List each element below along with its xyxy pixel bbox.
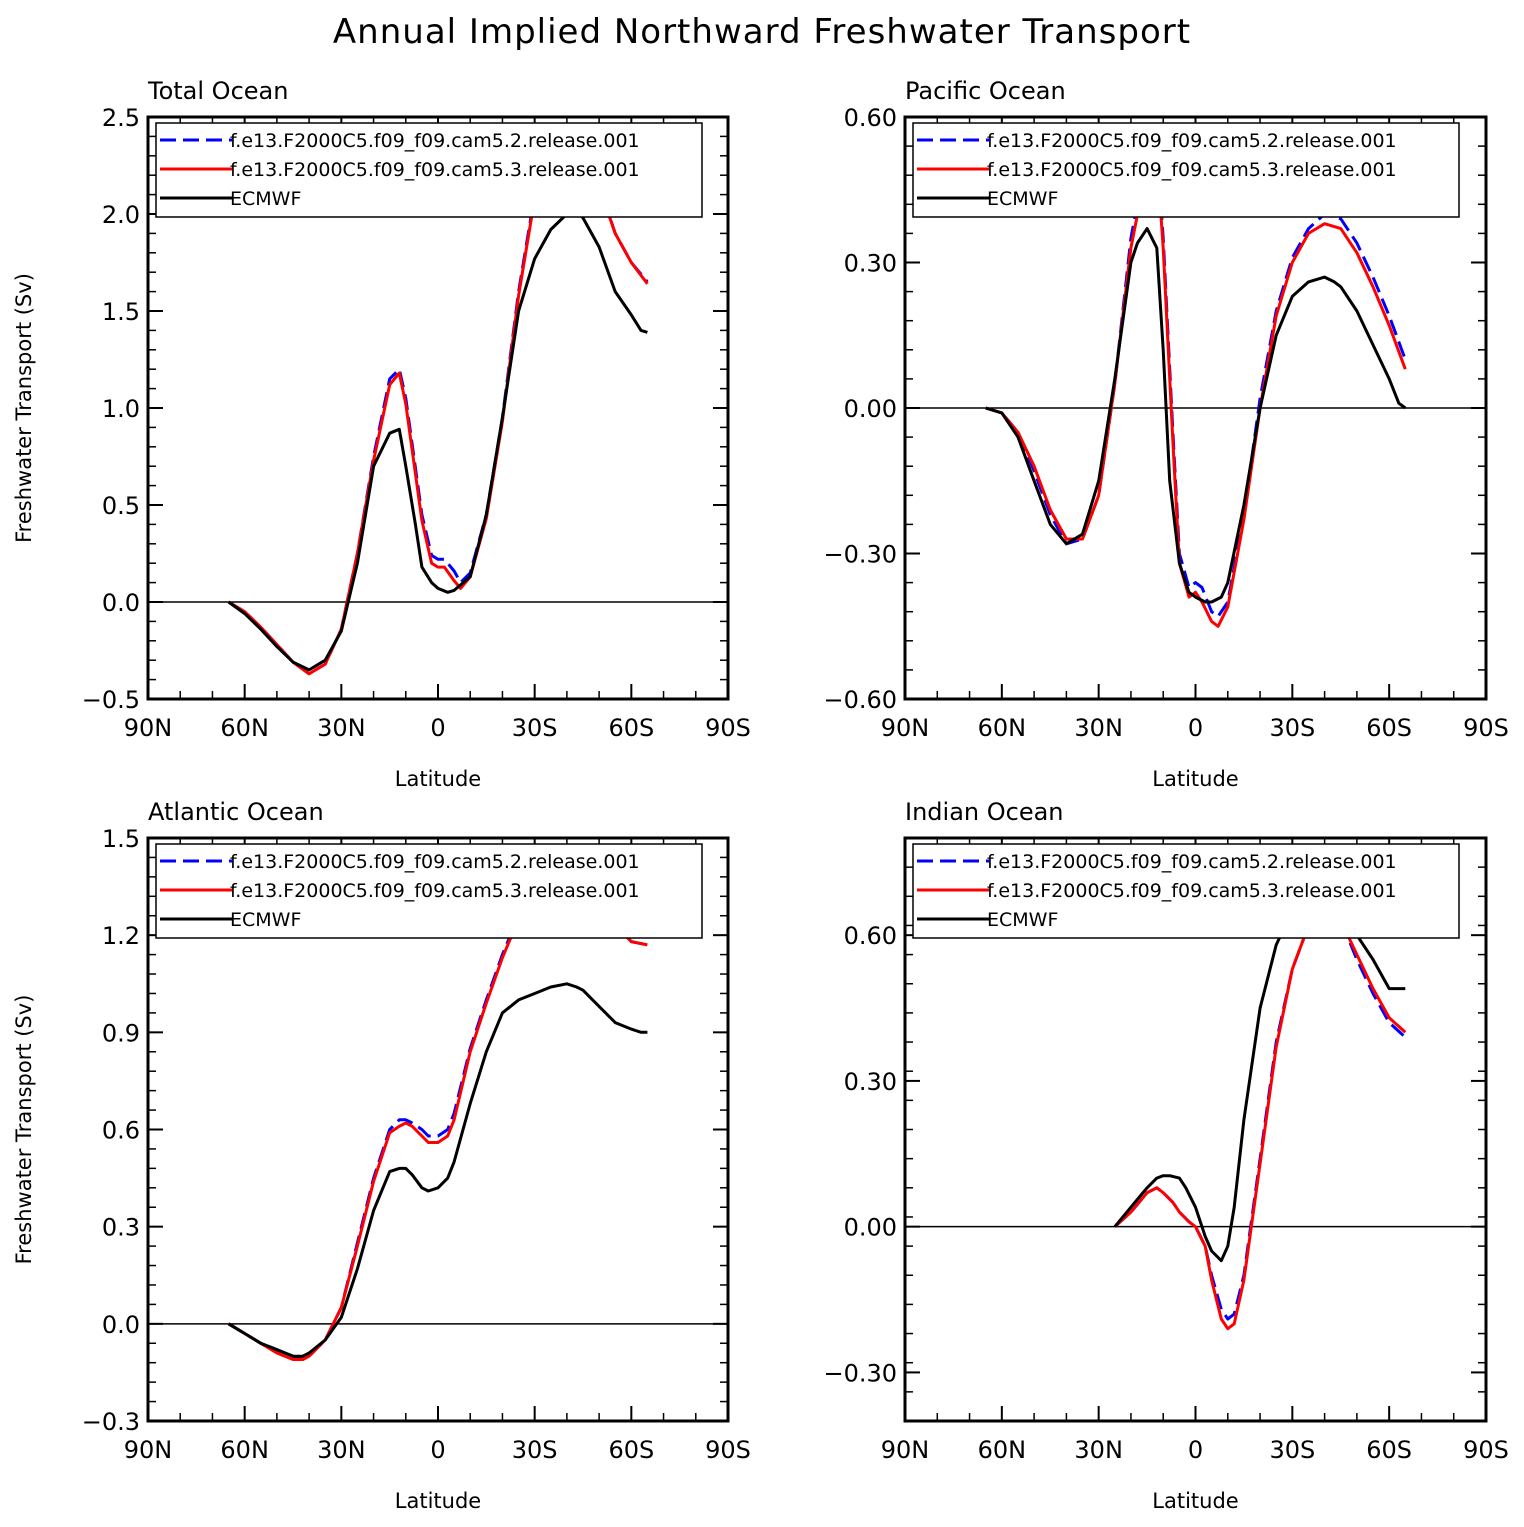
series-line-0 — [227, 129, 649, 676]
panel-title: Pacific Ocean — [905, 77, 1066, 105]
y-tick-label: 1.0 — [102, 395, 140, 423]
y-tick-label: 0.9 — [102, 1019, 140, 1047]
legend-box — [912, 843, 1460, 939]
x-tick-label: 30N — [1074, 1436, 1123, 1464]
y-tick-label: 0.5 — [102, 492, 140, 520]
x-tick-label: 60N — [978, 1436, 1027, 1464]
y-tick-label: 0.00 — [844, 1214, 897, 1242]
y-tick-label: 0.60 — [844, 104, 897, 132]
x-tick-label: 90S — [1463, 714, 1509, 742]
y-tick-label: −0.30 — [823, 541, 897, 569]
figure-title: Annual Implied Northward Freshwater Tran… — [332, 12, 1192, 52]
y-tick-label: 0.00 — [844, 395, 897, 423]
x-tick-label: 30N — [1074, 714, 1123, 742]
legend-box — [155, 843, 703, 939]
panel-total-ocean: Total Ocean 90N 60N 30N 0 30S 60S 90S −0.5 0.0 0.5… — [12, 77, 751, 791]
x-tick-label: 60S — [608, 714, 654, 742]
series-line-1 — [227, 875, 648, 1361]
legend-label-2: ECMWF — [230, 188, 301, 210]
series-line-0 — [227, 875, 648, 1361]
y-tick-label: 1.5 — [102, 825, 140, 853]
panel-indian-ocean: Indian Ocean 90N 60N 30N 0 30S 60S 90S −0.30 0.00… — [823, 798, 1508, 1513]
legend-label-0: f.e13.F2000C5.f09_f09.cam5.2.release.001 — [230, 130, 640, 152]
x-tick-label: 60N — [220, 1436, 269, 1464]
x-tick-label: 60S — [1366, 714, 1412, 742]
x-axis-label: Latitude — [1152, 1489, 1238, 1513]
x-tick-label: 90N — [124, 1436, 173, 1464]
x-tick-label: 30S — [1269, 1436, 1315, 1464]
legend-label-1: f.e13.F2000C5.f09_f09.cam5.3.release.001 — [230, 159, 640, 181]
legend-label-1: f.e13.F2000C5.f09_f09.cam5.3.release.001 — [987, 880, 1397, 902]
panel-atlantic-ocean: Atlantic Ocean 90N 60N 30N 0 30S 60S 90S −0.3 0.0… — [12, 798, 751, 1513]
plot-frame — [146, 836, 730, 1423]
legend-label-2: ECMWF — [987, 188, 1058, 210]
x-axis-label: Latitude — [395, 1489, 481, 1513]
y-tick-label: 1.5 — [102, 298, 140, 326]
y-axis-label: Freshwater Transport (Sv) — [12, 995, 36, 1265]
legend-label-2: ECMWF — [230, 909, 301, 931]
y-tick-label: −0.60 — [823, 686, 897, 714]
legend-box — [155, 122, 703, 218]
legend-label-1: f.e13.F2000C5.f09_f09.cam5.3.release.001 — [987, 159, 1397, 181]
x-tick-label: 30N — [317, 1436, 366, 1464]
series-line-1 — [985, 154, 1407, 628]
x-tick-label: 90N — [881, 714, 930, 742]
panel-title: Indian Ocean — [905, 798, 1064, 826]
legend-box — [912, 122, 1460, 218]
x-tick-label: 90S — [1463, 1436, 1509, 1464]
legend-label-1: f.e13.F2000C5.f09_f09.cam5.3.release.001 — [230, 880, 640, 902]
x-tick-label: 60N — [978, 714, 1027, 742]
plot-frame — [146, 115, 730, 701]
legend-label-2: ECMWF — [987, 909, 1058, 931]
panel-title: Atlantic Ocean — [148, 798, 324, 826]
x-tick-label: 30N — [317, 714, 366, 742]
plot-frame — [903, 836, 1488, 1423]
x-axis-label: Latitude — [1152, 767, 1238, 791]
y-tick-label: 0.3 — [102, 1214, 140, 1242]
series-line-2 — [985, 227, 1407, 604]
legend-label-0: f.e13.F2000C5.f09_f09.cam5.2.release.001 — [987, 851, 1397, 873]
x-tick-label: 60S — [608, 1436, 654, 1464]
x-tick-label: 0 — [1188, 1436, 1203, 1464]
x-tick-label: 0 — [1188, 714, 1203, 742]
legend-label-0: f.e13.F2000C5.f09_f09.cam5.2.release.001 — [987, 130, 1397, 152]
y-tick-label: 2.5 — [102, 104, 140, 132]
y-tick-label: 0.30 — [844, 250, 897, 278]
x-tick-label: 60N — [220, 714, 269, 742]
y-tick-label: 0.6 — [102, 1117, 140, 1145]
y-tick-label: 0.30 — [844, 1068, 897, 1096]
x-tick-label: 0 — [430, 714, 445, 742]
x-tick-label: 90S — [705, 1436, 751, 1464]
y-tick-label: 0.60 — [844, 922, 897, 950]
x-tick-label: 0 — [430, 1436, 445, 1464]
series-line-0 — [1113, 904, 1407, 1321]
x-tick-label: 90S — [705, 714, 751, 742]
x-tick-label: 90N — [124, 714, 173, 742]
series-line-2 — [227, 210, 648, 672]
y-tick-label: −0.3 — [82, 1408, 140, 1436]
panel-pacific-ocean: Pacific Ocean 90N 60N 30N 0 30S 60S 90S −0.60 −0.… — [823, 77, 1508, 791]
legend-label-0: f.e13.F2000C5.f09_f09.cam5.2.release.001 — [230, 851, 640, 873]
y-tick-label: −0.5 — [82, 686, 140, 714]
y-tick-label: 2.0 — [102, 201, 140, 229]
x-tick-label: 60S — [1366, 1436, 1412, 1464]
x-tick-label: 90N — [881, 1436, 930, 1464]
plot-frame — [903, 115, 1488, 701]
series-line-2 — [227, 982, 648, 1358]
y-tick-label: 0.0 — [102, 589, 140, 617]
series-line-2 — [1113, 885, 1406, 1263]
x-axis-label: Latitude — [395, 767, 481, 791]
x-tick-label: 30S — [512, 1436, 558, 1464]
y-tick-label: 0.0 — [102, 1311, 140, 1339]
panel-title: Total Ocean — [147, 77, 288, 105]
y-tick-label: 1.2 — [102, 922, 140, 950]
x-tick-label: 30S — [512, 714, 558, 742]
y-tick-label: −0.30 — [823, 1359, 897, 1387]
y-axis-label: Freshwater Transport (Sv) — [12, 273, 36, 543]
x-tick-label: 30S — [1269, 714, 1315, 742]
